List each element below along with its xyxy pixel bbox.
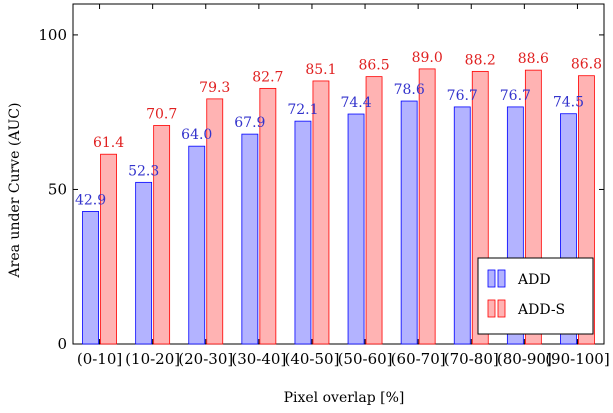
y-tick-label: 50 [48,180,67,198]
bar-add-s [365,76,383,345]
bar-add-s [153,125,171,345]
x-tick-label: (0-10] [77,350,122,368]
bar-add [188,145,206,345]
bar-value-label: 78.6 [394,82,425,98]
bar-add [453,106,471,345]
bar-add-s [259,87,277,345]
y-tick-label: 0 [57,335,67,353]
y-tick-labels: 0 50 100 [38,26,67,353]
bar-value-label: 76.7 [447,88,478,104]
bar-add [347,113,365,345]
x-axis-title: Pixel overlap [%] [284,390,405,406]
bar-value-label: 76.7 [500,88,531,104]
y-tick-label: 100 [38,26,67,44]
bar-value-label: 72.1 [287,102,318,118]
bar-add-s [312,80,330,345]
bar-add [241,133,259,345]
x-tick-label: (60-70] [391,350,446,368]
legend-label: ADD [517,272,551,288]
bar-add-s [418,68,436,345]
bar-add-s [206,98,224,345]
x-tick-label: (30-40] [231,350,286,368]
bar-value-label: 42.9 [75,192,106,208]
bar-value-label: 88.2 [465,52,496,68]
legend-box [477,257,594,335]
plot-frame [72,3,605,345]
bar-value-label: 88.6 [518,51,549,67]
bar-value-label: 74.5 [553,95,584,111]
x-tick-labels: (0-10] (10-20](20-30](30-40](40-50](50-60… [77,350,610,368]
x-tick-label: (80-90] [497,350,552,368]
bar-value-label: 61.4 [93,135,124,151]
legend-swatch [487,269,496,288]
bar-value-label: 67.9 [234,115,265,131]
legend-label: ADD-S [517,302,565,318]
x-tick-label: (50-60] [338,350,393,368]
bar-value-label: 64.0 [181,127,212,143]
x-tick-label: (70-80] [444,350,499,368]
bar-value-label: 70.7 [146,106,177,122]
bar-value-label: 52.3 [128,163,159,179]
x-tick-label: (20-30] [178,350,233,368]
legend-swatch [497,269,506,288]
bar-value-label: 89.0 [412,50,443,66]
bar-value-label: 82.7 [252,69,283,85]
chart-axes [72,3,605,345]
bar-value-label: 86.8 [571,57,602,73]
x-tick-label: (40-50] [284,350,339,368]
y-axis-title: Area under Curve (AUC) [7,103,23,279]
chart-legend: ADD ADD-S [477,257,594,335]
x-tick-label: (90-100] [545,350,610,368]
bar-add [400,100,418,345]
bar-value-label: 79.3 [199,80,230,96]
bar-value-label: 74.4 [340,95,371,111]
bar-add [135,181,153,345]
bar-add [82,210,99,345]
chart-bar-labels: 42.9 61.452.3 70.764.0 79.3 67.9 82.7 72.1 85.1… [75,50,602,208]
bar-value-label: 85.1 [305,62,336,78]
legend-swatch [497,299,506,318]
legend-swatch [487,299,496,318]
bar-add [294,120,312,345]
bar-value-label: 86.5 [358,58,389,74]
x-tick-label: (10-20] [125,350,180,368]
bar-add-s [100,153,117,345]
